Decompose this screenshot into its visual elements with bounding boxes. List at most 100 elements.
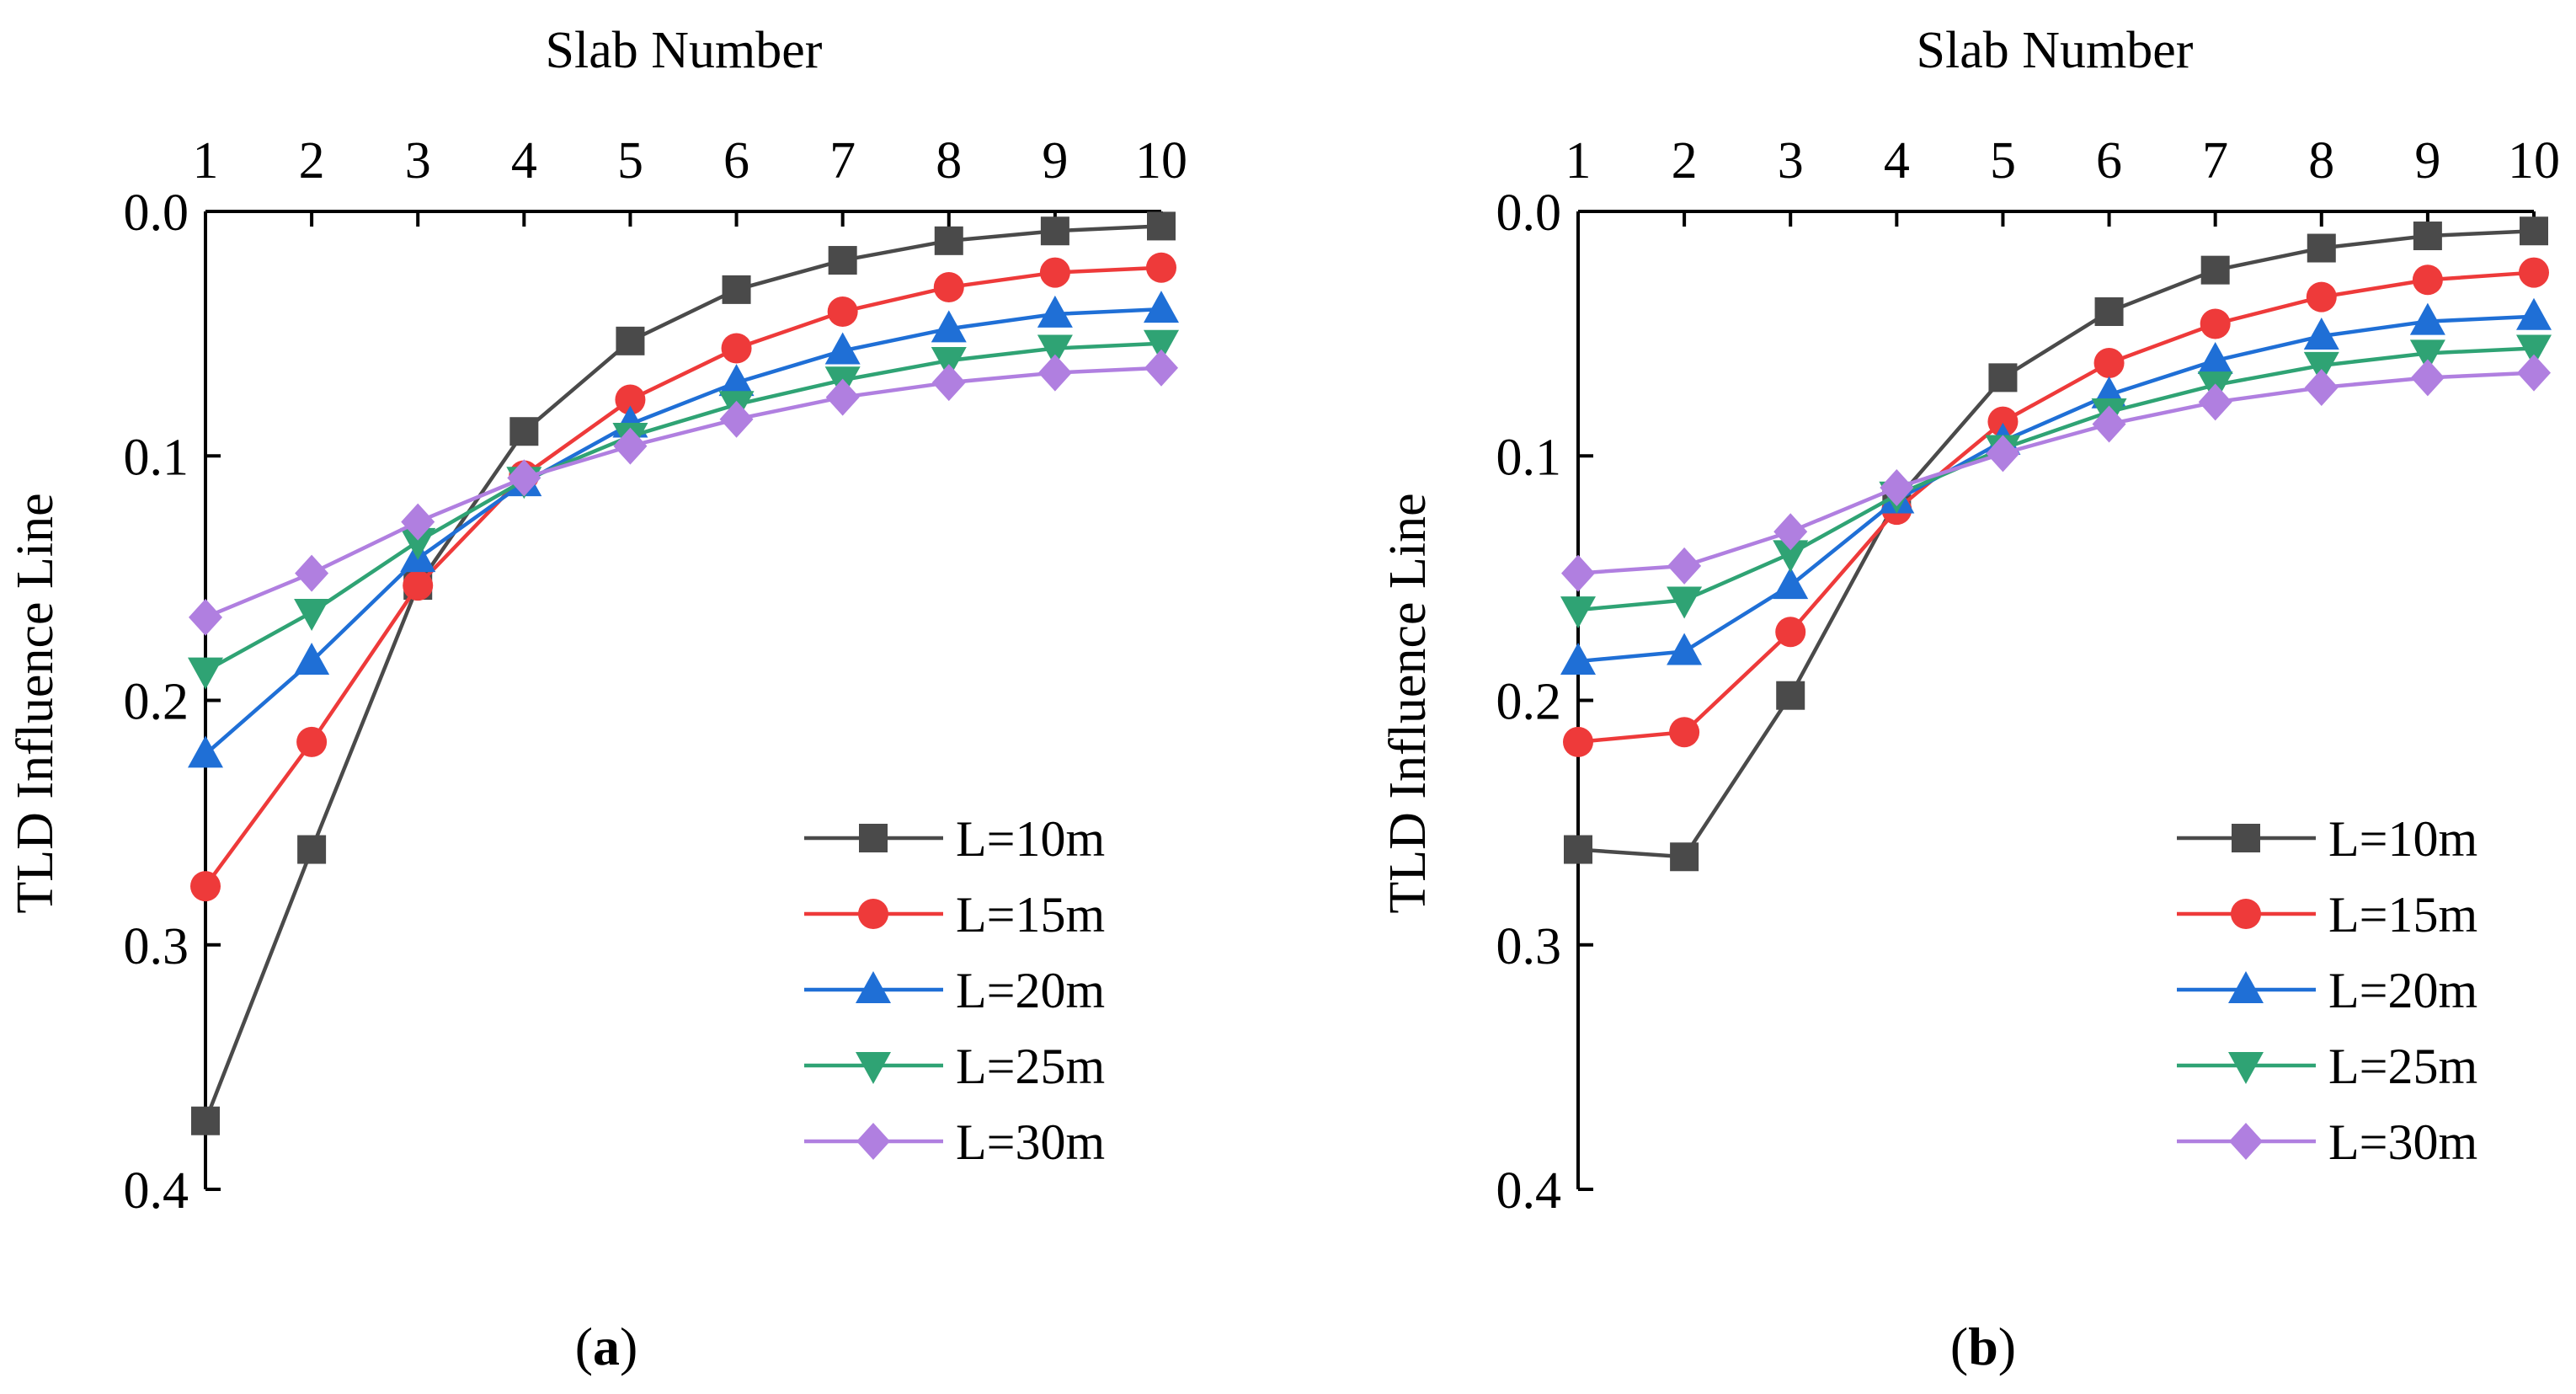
data-point bbox=[931, 310, 967, 343]
data-point bbox=[1037, 334, 1073, 367]
legend-label: L=20m bbox=[2328, 963, 2477, 1018]
series-line bbox=[205, 366, 1162, 619]
data-point bbox=[1667, 586, 1703, 619]
data-point bbox=[931, 364, 966, 402]
data-point bbox=[296, 726, 328, 757]
data-point bbox=[721, 333, 752, 364]
data-point bbox=[507, 459, 541, 497]
data-point bbox=[2197, 342, 2233, 375]
data-point bbox=[1773, 513, 1808, 551]
x-tick-label: 6 bbox=[723, 132, 749, 190]
series-line bbox=[204, 307, 1162, 756]
legend-marker bbox=[856, 1052, 891, 1084]
data-point bbox=[1146, 252, 1176, 283]
data-point bbox=[2093, 347, 2125, 378]
data-point bbox=[2092, 405, 2126, 443]
x-tick-label: 3 bbox=[405, 132, 431, 190]
legend-label: L=25m bbox=[956, 1039, 1105, 1094]
data-point bbox=[190, 871, 221, 902]
x-tick-label: 6 bbox=[2096, 132, 2122, 190]
data-point bbox=[1037, 354, 1072, 392]
panel-label: (a) bbox=[575, 1317, 638, 1376]
data-point bbox=[1988, 363, 2018, 393]
series-line bbox=[204, 341, 1162, 673]
data-point bbox=[1773, 540, 1809, 573]
data-point bbox=[189, 598, 222, 636]
data-point bbox=[1880, 468, 1914, 506]
data-point bbox=[297, 835, 327, 864]
series-l-30m bbox=[1561, 354, 2551, 592]
legend-marker bbox=[856, 1123, 890, 1160]
data-point bbox=[294, 599, 330, 632]
data-point bbox=[1669, 717, 1700, 748]
data-point bbox=[2517, 354, 2551, 392]
data-point bbox=[824, 332, 861, 365]
x-tick-label: 2 bbox=[1672, 132, 1698, 190]
panel-label: (b) bbox=[1950, 1317, 2016, 1376]
data-point bbox=[825, 378, 860, 416]
data-point bbox=[2410, 359, 2445, 397]
data-point bbox=[827, 296, 858, 328]
data-point bbox=[2409, 339, 2445, 372]
data-point bbox=[1564, 835, 1592, 864]
x-tick-label: 7 bbox=[829, 132, 856, 190]
data-point bbox=[931, 347, 967, 380]
data-point bbox=[1560, 596, 1596, 629]
y-axis-title: TLD Influence Line bbox=[1379, 493, 1437, 913]
chart-panel-a: 1 2 3 4 5 6 7 8 9 10 0.0 0.1 0.2 0.3 0.4 Slab Number TLD… bbox=[7, 22, 1187, 1376]
data-point bbox=[509, 417, 539, 446]
y-tick-label: 0.2 bbox=[124, 674, 189, 731]
x-tick-label: 10 bbox=[2508, 132, 2560, 190]
series-l-15m bbox=[1563, 257, 2549, 757]
legend-item: L=30m bbox=[804, 1114, 1105, 1170]
data-point bbox=[2412, 264, 2443, 296]
legend-label: L=20m bbox=[956, 963, 1105, 1018]
data-point bbox=[188, 657, 223, 690]
data-point bbox=[1563, 726, 1593, 757]
data-point bbox=[1147, 211, 1176, 241]
data-point bbox=[2198, 383, 2232, 421]
legend-marker bbox=[856, 971, 891, 1003]
data-point bbox=[401, 503, 435, 541]
legend-item: L=25m bbox=[804, 1039, 1105, 1094]
x-tick-label: 9 bbox=[2414, 132, 2440, 190]
x-tick-label: 4 bbox=[1884, 132, 1910, 190]
series-line bbox=[1577, 346, 2535, 612]
y-axis-title: TLD Influence Line bbox=[7, 493, 64, 913]
x-tick-label: 10 bbox=[1135, 132, 1187, 190]
legend-item: L=20m bbox=[804, 963, 1105, 1018]
x-tick-label: 7 bbox=[2202, 132, 2228, 190]
y-tick-label: 0.1 bbox=[124, 429, 189, 486]
legend-marker bbox=[859, 824, 888, 852]
series-line bbox=[204, 265, 1162, 888]
x-tick-label: 1 bbox=[193, 132, 219, 190]
data-point bbox=[2306, 281, 2337, 312]
x-tick-label: 8 bbox=[2308, 132, 2334, 190]
legend-label: L=10m bbox=[2328, 811, 2477, 867]
data-point bbox=[1987, 406, 2019, 437]
data-point bbox=[2409, 302, 2445, 335]
y-tick-label: 0.3 bbox=[124, 918, 189, 975]
data-point bbox=[933, 271, 964, 302]
legend-label: L=10m bbox=[956, 811, 1105, 867]
data-point bbox=[1037, 295, 1073, 328]
legend-item: L=10m bbox=[804, 811, 1105, 867]
legend-item: L=25m bbox=[2177, 1039, 2477, 1094]
x-tick-label: 4 bbox=[511, 132, 537, 190]
data-point bbox=[2303, 351, 2339, 384]
data-point bbox=[295, 554, 329, 592]
data-point bbox=[1039, 257, 1070, 288]
data-point bbox=[1667, 547, 1702, 585]
data-point bbox=[2516, 297, 2552, 330]
data-point bbox=[2303, 318, 2339, 350]
series-l-20m bbox=[188, 291, 1179, 768]
series-line bbox=[1577, 270, 2535, 745]
legend-marker bbox=[2228, 1052, 2264, 1084]
series-line bbox=[203, 224, 1162, 1122]
legend-label: L=30m bbox=[956, 1114, 1105, 1170]
x-tick-label: 5 bbox=[617, 132, 643, 190]
x-axis-title: Slab Number bbox=[1917, 22, 2194, 79]
data-point bbox=[2094, 297, 2124, 327]
y-tick-label: 0.3 bbox=[1496, 918, 1562, 975]
